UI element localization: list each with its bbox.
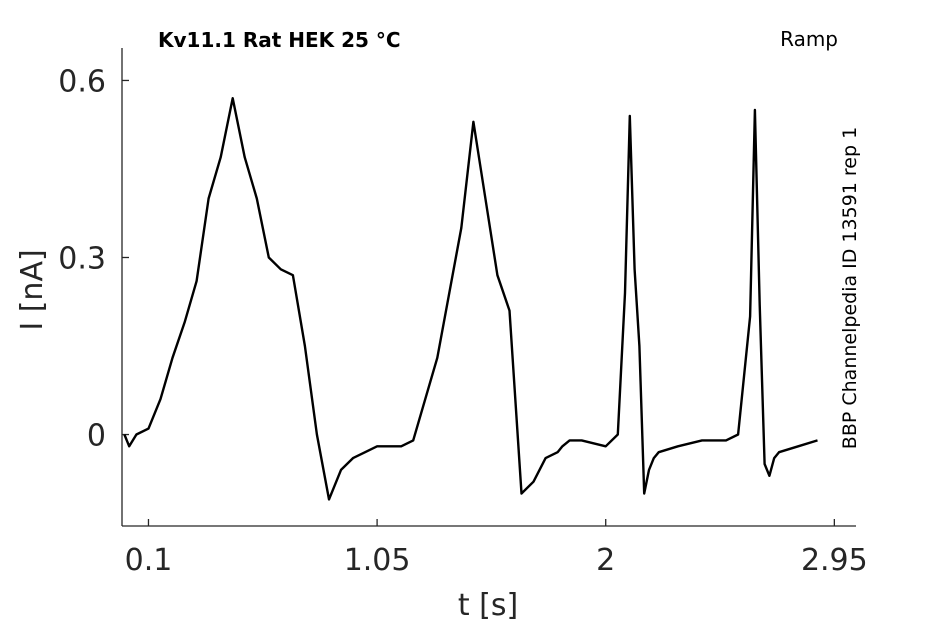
x-tick-label: 1.05	[344, 543, 411, 578]
y-tick-labels: 0 0.3 0.6	[58, 64, 106, 453]
y-tick-label: 0.3	[58, 241, 106, 276]
plot-area	[123, 97, 818, 501]
x-tick-labels: 0.1 1.05 2 2.95	[125, 543, 868, 578]
chart-title: Kv11.1 Rat HEK 25 °C	[158, 28, 401, 52]
protocol-label: Ramp	[780, 27, 838, 51]
side-label: BBP Channelpedia ID 13591 rep 1	[839, 127, 861, 449]
x-tick-label: 2	[596, 543, 615, 578]
tick-marks	[122, 79, 835, 526]
x-tick-label: 0.1	[125, 543, 173, 578]
axes	[121, 48, 856, 527]
series-line	[123, 97, 818, 501]
y-axis-label: I [nA]	[15, 249, 50, 330]
y-tick-label: 0.6	[58, 64, 106, 99]
y-tick-label: 0	[87, 419, 106, 454]
x-axis-label: t [s]	[458, 588, 518, 623]
x-tick-label: 2.95	[801, 543, 868, 578]
